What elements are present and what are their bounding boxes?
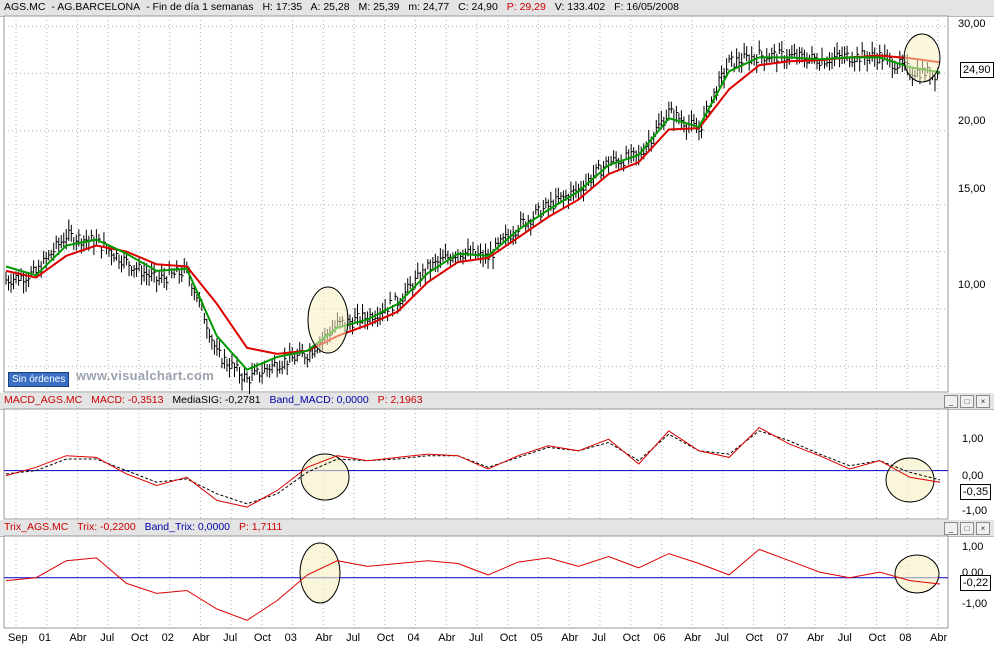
macd-signal-line [5, 430, 941, 505]
macd-tick-neg1: -1,00 [962, 505, 988, 517]
open-label: A: 25,28 [310, 1, 350, 13]
time-tick-label: Jul [223, 632, 238, 644]
p-label: P: 29,29 [506, 1, 546, 13]
time-tick-label: Oct [253, 632, 271, 644]
close-label: C: 24,90 [458, 1, 498, 13]
close-icon[interactable]: × [976, 522, 990, 535]
minimize-icon[interactable]: _ [944, 395, 958, 408]
highlight-ellipse [299, 542, 341, 604]
trix-tick-1: 1,00 [962, 541, 984, 553]
macd-signal-value: MediaSIG: -0,2781 [172, 394, 261, 406]
close-icon[interactable]: × [976, 395, 990, 408]
price-tick-20: 20,00 [958, 115, 986, 127]
time-tick-label: Oct [376, 632, 394, 644]
time-tick-label: Oct [130, 632, 149, 644]
time-tick-label: Oct [499, 632, 517, 644]
time-tick-label: Abr [807, 632, 825, 644]
macd-line [5, 426, 941, 508]
time-tick-label: Jul [100, 632, 115, 644]
date-label: F: 16/05/2008 [614, 1, 679, 13]
time-tick-label: 06 [653, 632, 666, 644]
price-tick-30: 30,00 [958, 18, 986, 30]
highlight-ellipse [885, 457, 935, 503]
time-tick-label: Abr [684, 632, 702, 644]
time-tick-label: Abr [438, 632, 456, 644]
sin-ordenes-button[interactable]: Sin órdenes [8, 372, 70, 387]
trix-tick-neg1: -1,00 [962, 598, 988, 610]
trix-name: Trix_AGS.MC [4, 521, 69, 533]
highlight-ellipse [307, 286, 349, 354]
maximize-icon[interactable]: □ [960, 522, 974, 535]
price-tick-15: 15,00 [958, 183, 986, 195]
time-tick-label: 07 [776, 632, 789, 644]
time-label: H: 17:35 [262, 1, 303, 13]
volume-label: V: 133.402 [554, 1, 606, 13]
symbol-label: AGS.MC [4, 1, 46, 13]
time-tick-label: Jul [591, 632, 606, 644]
time-tick-label: Sep [8, 632, 28, 644]
instrument-name: AG.BARCELONA [57, 1, 141, 13]
macd-name: MACD_AGS.MC [4, 394, 83, 406]
time-tick-label: Oct [745, 632, 763, 644]
maximize-icon[interactable]: □ [960, 395, 974, 408]
time-tick-label: 04 [407, 632, 420, 644]
time-tick-label: Jul [714, 632, 729, 644]
time-tick-label: Abr [69, 632, 87, 644]
trix-band-value: Band_Trix: 0,0000 [144, 521, 231, 533]
time-tick-label: 08 [899, 632, 912, 644]
trix-value-tag: -0,22 [960, 575, 992, 591]
fast-moving-average-line [5, 56, 941, 371]
timeframe-label: Fin de día 1 semanas [152, 1, 254, 13]
slow-moving-average-line [5, 54, 941, 355]
highlight-ellipse [903, 33, 941, 83]
trix-line [5, 548, 941, 621]
macd-band-value: Band_MACD: 0,0000 [269, 394, 369, 406]
last-price-tag: 24,90 [960, 62, 994, 78]
low-label: m: 24,77 [408, 1, 450, 13]
macd-value-tag: -0,35 [960, 484, 992, 500]
time-tick-label: 01 [38, 632, 51, 644]
time-tick-label: Oct [868, 632, 886, 644]
macd-tick-1: 1,00 [962, 433, 984, 445]
highlight-ellipse [894, 554, 940, 594]
high-label: M: 25,39 [358, 1, 400, 13]
macd-p-value: P: 2,1963 [377, 394, 423, 406]
price-tick-10: 10,00 [958, 279, 986, 291]
time-tick-label: Jul [346, 632, 361, 644]
price-panel [3, 15, 949, 393]
time-tick-label: Jul [469, 632, 484, 644]
trix-p-value: P: 1,7111 [238, 521, 283, 533]
minimize-icon[interactable]: _ [944, 522, 958, 535]
time-tick-label: Jul [837, 632, 852, 644]
macd-value: MACD: -0,3513 [91, 394, 164, 406]
time-tick-label: 02 [161, 632, 174, 644]
watermark-logo: www.visualchart.com [76, 368, 215, 383]
time-tick-label: Oct [622, 632, 640, 644]
price-panel-header: AGS.MC - AG.BARCELONA - Fin de día 1 seman… [0, 0, 994, 17]
time-tick-label: 05 [530, 632, 543, 644]
time-tick-label: Abr [561, 632, 579, 644]
trix-value: Trix: -0,2200 [77, 521, 136, 533]
time-tick-label: 03 [284, 632, 297, 644]
time-tick-label: Abr [192, 632, 210, 644]
time-tick-label: Abr [315, 632, 333, 644]
trix-panel [3, 535, 949, 629]
macd-tick-0: 0,00 [962, 470, 984, 482]
time-tick-label: Abr [930, 632, 948, 644]
